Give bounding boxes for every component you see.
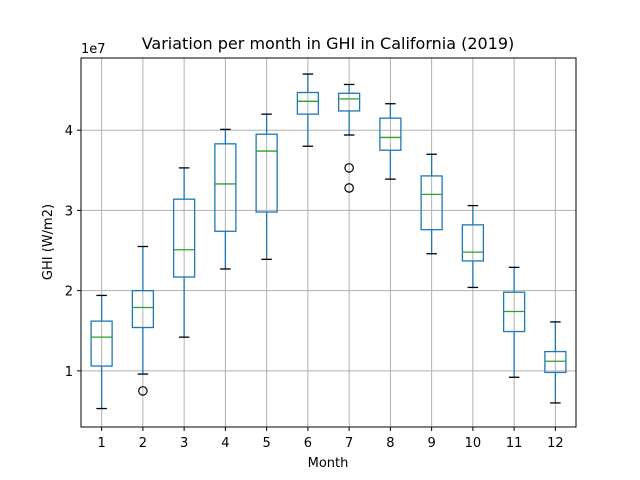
x-axis-label: Month bbox=[308, 456, 349, 471]
iqr-box bbox=[420, 175, 443, 231]
outlier-point bbox=[344, 183, 354, 193]
iqr-box bbox=[337, 92, 361, 112]
iqr-box bbox=[172, 198, 196, 278]
iqr-box bbox=[90, 320, 113, 367]
x-ticks: 1 2 3 4 5 6 7 8 9 10 11 12 bbox=[97, 427, 564, 451]
y-tick-label: 3 bbox=[65, 204, 73, 219]
x-tick-label: 4 bbox=[221, 436, 229, 451]
box-month-6 bbox=[296, 73, 320, 147]
box-month-4 bbox=[214, 128, 237, 270]
box-month-11 bbox=[502, 266, 526, 378]
y-tick-label: 1 bbox=[65, 365, 73, 380]
box-month-2 bbox=[131, 245, 155, 396]
iqr-box bbox=[544, 350, 567, 374]
y-tick-label: 4 bbox=[65, 124, 73, 139]
x-tick-label: 7 bbox=[345, 436, 353, 451]
iqr-box bbox=[461, 224, 485, 262]
iqr-box bbox=[379, 117, 402, 151]
plot-frame bbox=[80, 57, 577, 428]
x-tick-label: 10 bbox=[465, 436, 482, 451]
iqr-box bbox=[296, 91, 320, 115]
x-tick-label: 5 bbox=[262, 436, 270, 451]
x-tick-label: 2 bbox=[139, 436, 147, 451]
box-month-3 bbox=[172, 167, 196, 338]
x-tick-label: 6 bbox=[304, 436, 312, 451]
y-tick-label: 2 bbox=[65, 285, 73, 300]
box-month-12 bbox=[544, 321, 567, 404]
x-tick-label: 12 bbox=[547, 436, 564, 451]
grid-lines bbox=[81, 58, 576, 427]
box-month-10 bbox=[461, 204, 485, 289]
box-month-7 bbox=[337, 83, 361, 193]
y-axis-label: GHI (W/m2) bbox=[41, 204, 56, 280]
iqr-box bbox=[131, 289, 155, 329]
outlier-point bbox=[344, 163, 354, 173]
x-tick-label: 1 bbox=[97, 436, 105, 451]
x-tick-label: 3 bbox=[180, 436, 188, 451]
box-month-1 bbox=[90, 294, 113, 410]
chart-title: Variation per month in GHI in California… bbox=[142, 34, 515, 53]
box-month-9 bbox=[420, 153, 443, 255]
box-month-8 bbox=[379, 103, 402, 180]
x-tick-label: 11 bbox=[506, 436, 523, 451]
box-month-5 bbox=[255, 113, 278, 260]
iqr-box bbox=[214, 143, 237, 232]
x-tick-label: 9 bbox=[427, 436, 435, 451]
boxes bbox=[90, 73, 567, 410]
y-offset-text: 1e7 bbox=[81, 42, 106, 57]
y-ticks: 1 2 3 4 bbox=[65, 124, 81, 380]
outlier-point bbox=[138, 386, 148, 396]
x-tick-label: 8 bbox=[386, 436, 394, 451]
iqr-box bbox=[255, 133, 278, 213]
